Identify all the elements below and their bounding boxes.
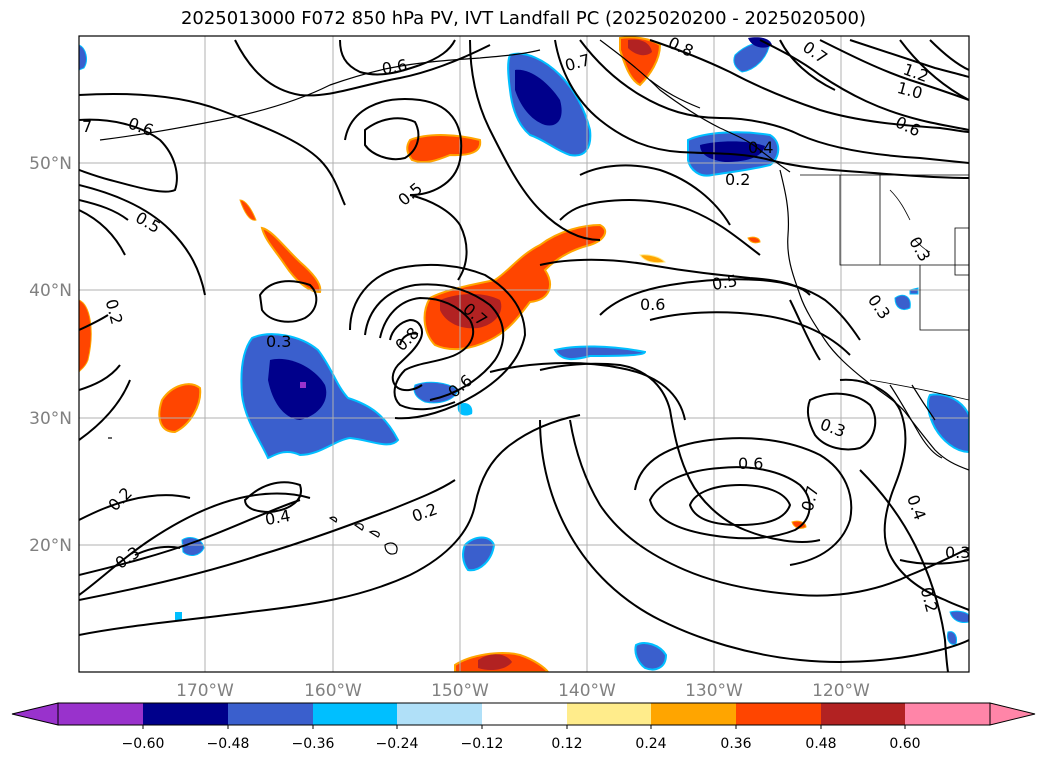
contour-label: 0.5 [710,271,738,294]
shaded-region [947,631,957,645]
colorbar-swatch [567,703,651,725]
shaded-region [949,610,969,623]
lon-label: 130°W [685,681,743,701]
colorbar-tick: 0.36 [720,736,751,752]
shaded-region [634,642,668,671]
colorbar-tick: −0.60 [122,736,165,752]
shaded-region [457,403,473,416]
colorbar-extend-min [11,702,59,726]
shaded-region [268,358,327,420]
contour-label: 0.6 [380,55,408,78]
colorbar-tick: −0.48 [207,736,250,752]
lon-label: 160°W [304,681,362,701]
map-title: 2025013000 F072 850 hPa PV, IVT Landfall… [180,8,867,29]
contour-label: 0.4 [748,138,773,157]
shaded-region [462,536,496,572]
colorbar: −0.60 −0.48 −0.36 −0.24 −0.12 0.12 0.24 … [11,702,1036,752]
lat-label: 30°N [29,409,72,429]
colorbar-swatch [313,703,397,725]
shaded-region [79,299,92,373]
contour-label: 0.2 [725,170,750,189]
contour-label: 0.6 [738,454,763,473]
shaded-region [300,382,306,388]
colorbar-tick: 0.24 [635,736,666,752]
longitude-labels: 170°W 160°W 150°W 140°W 130°W 120°W [176,681,870,701]
colorbar-swatch [821,703,905,725]
colorbar-tick: 0.60 [889,736,920,752]
political-borders [800,174,969,401]
contour-lines [79,39,969,672]
shaded-region [553,345,647,361]
colorbar-tick: 0.48 [805,736,836,752]
lat-label: 40°N [29,281,72,301]
contour-label: 0.4 [263,506,291,529]
shaded-region [413,381,459,404]
colorbar-swatch [143,703,228,725]
lon-label: 150°W [431,681,489,701]
shaded-region [175,612,182,620]
shaded-region [515,69,562,126]
shaded-region [181,537,205,556]
lat-label: 50°N [29,154,72,174]
shaded-region [748,37,772,48]
lat-label: 20°N [29,536,72,556]
contour-label: 0.3 [266,332,291,351]
shaded-region [158,383,202,434]
colorbar-swatch [58,703,143,725]
colorbar-swatch [905,703,990,725]
colorbar-swatch [651,703,736,725]
shaded-region [260,226,322,294]
lon-label: 140°W [558,681,616,701]
shaded-region [239,199,257,221]
shaded-region [628,39,652,56]
coastlines [99,39,969,555]
lon-label: 170°W [176,681,234,701]
colorbar-swatch [482,703,567,725]
contour-label: 0.3 [945,543,970,562]
shaded-region [747,236,761,244]
shaded-region [478,654,512,670]
shaded-region [639,254,667,264]
contour-label: 7 [82,117,92,136]
contour-label: 0.6 [640,295,665,314]
lon-label: 120°W [812,681,870,701]
colorbar-swatch [397,703,482,725]
gridlines [79,36,969,672]
colorbar-tick: 0.12 [551,736,582,752]
shaded-region [700,141,765,162]
colorbar-swatch [228,703,313,725]
latitude-labels: 50°N 40°N 30°N 20°N [29,154,72,556]
colorbar-extend-max [989,702,1036,726]
colorbar-tick: −0.36 [292,736,335,752]
colorbar-tick: −0.24 [376,736,419,752]
shaded-region [79,44,87,71]
colorbar-swatch [736,703,821,725]
map-frame [78,35,970,673]
colorbar-tick: −0.12 [461,736,504,752]
shaded-region [894,294,911,311]
